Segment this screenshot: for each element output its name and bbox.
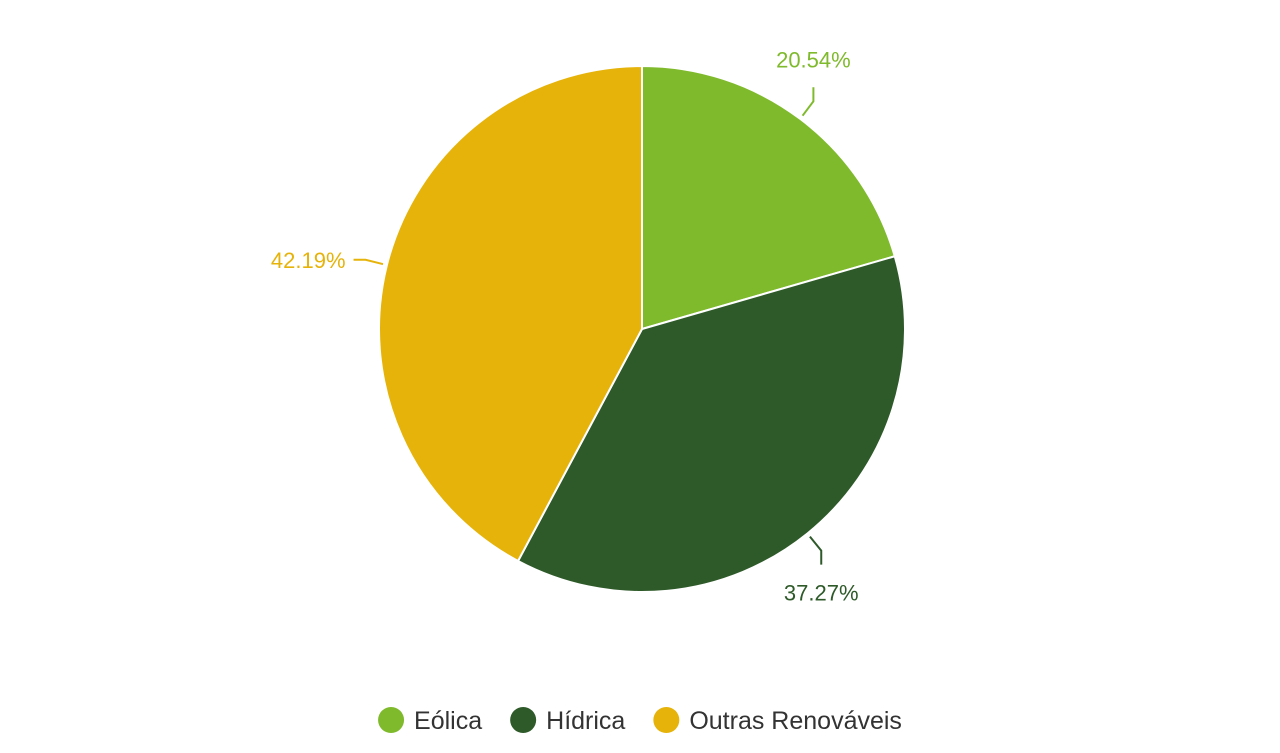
legend-swatch-outras-renovaveis [653,707,680,733]
leader-line-hidrica [809,535,823,565]
legend-item-hidrica[interactable]: Hídrica [510,707,625,735]
chart-legend: Eólica Hídrica Outras Renováveis [378,707,902,735]
legend-item-eolica[interactable]: Eólica [378,707,482,735]
pie-data-labels: 20.54% 37.27% 42.19% [271,47,859,605]
leader-line-eolica [801,87,815,117]
pie-slice-hidrica[interactable] [516,255,906,593]
legend-item-outras-renovaveis[interactable]: Outras Renováveis [653,707,902,735]
legend-label-outras-renovaveis: Outras Renováveis [689,707,902,735]
legend-label-hidrica: Hídrica [546,707,625,735]
legend-swatch-hidrica [510,707,537,733]
pie-slices [378,64,906,593]
legend-label-eolica: Eólica [414,707,482,735]
data-label-hidrica: 37.27% [784,581,859,606]
legend-swatch-eolica [378,707,405,733]
data-label-outras-renovaveis: 42.19% [271,248,346,273]
pie-slice-outras-renovaveis[interactable] [378,64,643,563]
pie-slice-eolica[interactable] [641,64,896,331]
leader-line-outras-renovaveis [353,258,384,266]
data-label-eolica: 20.54% [776,47,851,72]
pie-leader-lines [353,87,823,565]
